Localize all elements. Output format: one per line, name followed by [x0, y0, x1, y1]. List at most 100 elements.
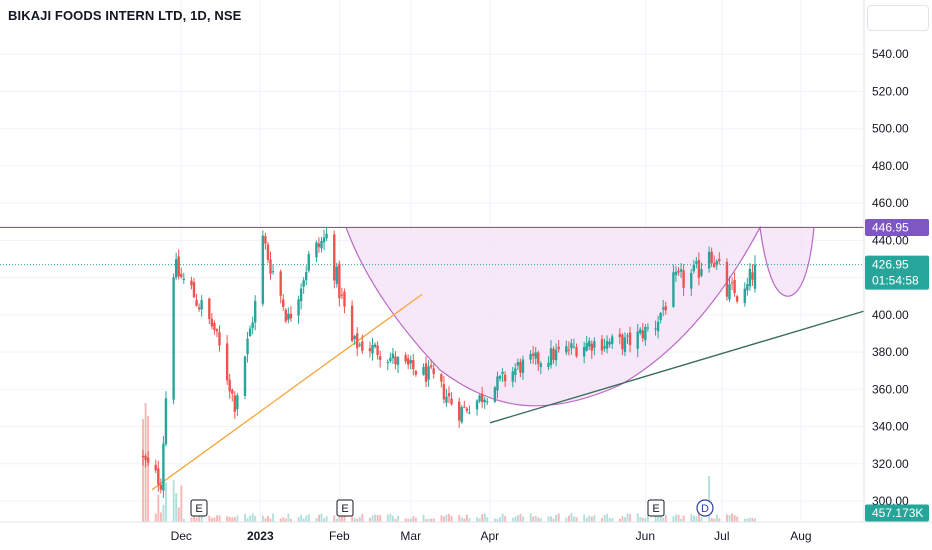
price-tick-label: 500.00 [872, 122, 909, 136]
price-tick-label: 520.00 [872, 84, 909, 98]
volume-bar [338, 515, 341, 522]
volume-bar [522, 516, 524, 522]
candle-body [350, 305, 354, 341]
volume-bar [639, 517, 642, 522]
volume-bar [175, 492, 178, 522]
volume-bar [443, 516, 445, 522]
last-price-badge: 426.95 [872, 258, 909, 272]
volume-bar [690, 514, 693, 522]
volume-bar [302, 518, 305, 522]
trend-lines [0, 226, 865, 491]
candle-body [141, 455, 145, 458]
volume-bar [458, 514, 461, 522]
volume-bar [529, 513, 532, 522]
candle-body [146, 457, 150, 463]
volume-bar [624, 517, 626, 522]
candle-body [600, 339, 604, 351]
volume-bar [147, 415, 150, 522]
volume-bar [710, 518, 713, 522]
candle-body [210, 318, 214, 327]
volume-bar [552, 518, 555, 522]
candle-body [519, 361, 522, 373]
candle-body [534, 352, 537, 359]
candlestick-series [141, 227, 757, 499]
volume-bar [182, 518, 185, 522]
candle-body [547, 362, 550, 368]
volume-bar [226, 516, 229, 522]
volume-bar [407, 518, 410, 522]
volume-bar [210, 517, 213, 522]
volume-bar [287, 513, 290, 522]
candle-body [743, 288, 746, 303]
volume-bar [208, 515, 211, 522]
candle-body [305, 271, 308, 281]
volume-bar [570, 513, 573, 522]
volume-bar [371, 515, 374, 522]
candle-body [483, 399, 486, 403]
candle-body [710, 251, 713, 264]
candle-body [282, 299, 285, 307]
volume-bar [504, 516, 507, 522]
candle-body [713, 263, 716, 267]
volume-bar [751, 517, 754, 522]
price-tick-label: 360.00 [872, 382, 909, 396]
volume-bar [590, 516, 593, 522]
volume-bar [537, 517, 540, 522]
candle-body [409, 360, 412, 364]
candle-body [659, 312, 662, 321]
volume-bar [647, 514, 649, 522]
candle-body [317, 243, 321, 248]
cup-fill [346, 227, 814, 406]
volume-bar [216, 515, 218, 522]
volume-bar [718, 518, 721, 522]
volume-bar [626, 513, 629, 522]
volume-bar [154, 513, 157, 522]
candle-body [672, 272, 675, 307]
candle-body [725, 262, 729, 297]
volume-bar [445, 514, 448, 522]
volume-bar [195, 517, 198, 522]
volume-bar [463, 518, 466, 522]
volume-bar [282, 517, 285, 522]
candle-body [325, 233, 328, 239]
candle-body [172, 277, 175, 400]
volume-bar [404, 518, 407, 522]
volume-bar [325, 516, 328, 522]
volume-bar [343, 513, 346, 522]
candle-body [208, 298, 211, 319]
volume-bar [539, 518, 542, 522]
volume-bar [519, 513, 522, 522]
dividend-marker [696, 499, 714, 517]
candle-body [162, 443, 165, 491]
candle-body [707, 251, 711, 269]
candle-body [386, 362, 389, 364]
candle-body [284, 309, 287, 322]
time-tick-label: Apr [480, 529, 499, 543]
volume-bar [715, 514, 718, 522]
volume-bar [315, 517, 318, 522]
resistance-price-badge-bg [865, 218, 929, 236]
candle-body [266, 244, 270, 260]
volume-bar [664, 515, 667, 522]
volume-bar [555, 514, 558, 522]
candle-body [254, 301, 257, 323]
volume-bar [603, 515, 606, 522]
toolbar-button[interactable] [867, 5, 929, 31]
candle-body [391, 353, 395, 359]
volume-bar [284, 518, 287, 522]
volume-badge-bg [865, 504, 929, 522]
volume-bar [478, 518, 481, 522]
volume-bar [376, 514, 379, 522]
volume-bar [749, 517, 751, 522]
candle-body [656, 321, 660, 332]
candle-body [269, 259, 272, 274]
price-tick-label: 540.00 [872, 47, 909, 61]
volume-bar [379, 515, 382, 522]
earnings-marker [647, 499, 665, 517]
volume-bar [440, 515, 443, 522]
volume-bar [629, 514, 632, 522]
candle-body [271, 271, 275, 273]
candle-body [557, 346, 560, 350]
candle-body [368, 348, 372, 352]
